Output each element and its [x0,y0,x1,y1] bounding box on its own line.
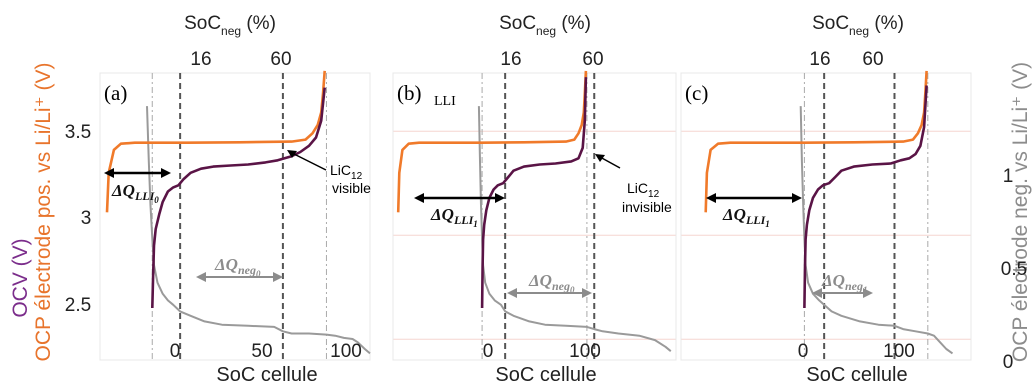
dq-neg-arrow [507,288,592,298]
panel-letter: (c) [685,81,708,105]
right-axis-label: OCP électrode neg. vs Li/Li⁺ (V) [1009,62,1032,362]
dq-lli-arrow [104,168,171,178]
x-axis-label: SoC cellule [806,364,907,386]
top-tick-16: 16 [500,49,521,70]
top-tick-60: 60 [862,49,883,70]
left-tick-2-5: 2.5 [65,295,91,316]
panel-letter: (b) [397,81,422,105]
x-tick-0: 0 [483,341,494,362]
panel-letter: (a) [104,81,127,105]
lic12-label: LiC12 [627,180,660,200]
ocp-positive-curve [105,70,326,213]
lic12-annotation [595,154,621,169]
left-tick-3: 3 [81,208,92,229]
lic12-invisible-label: invisible [622,199,672,215]
cell-ocv-curve [151,87,326,309]
lli-tag: LLI [434,94,456,109]
lic12-annotation [287,150,327,171]
top-axis-label: SoCneg (%) [812,13,904,38]
pink-grid [393,130,676,340]
panel-c: SoCneg (%) 16 60 (c) ΔQLLI1 ΔQneg1 0 100… [680,13,972,386]
panel-a: SoCneg (%) 16 60 (a) ΔQLLI0 ΔQneg0 LiC12… [99,13,371,386]
right-tick-1: 1 [1003,166,1014,187]
x-tick-100: 100 [569,341,601,362]
dq-lli-label: ΔQLLI0 [111,181,159,205]
x-tick-0: 0 [798,341,809,362]
dq-lli-arrow [706,193,802,203]
ocp-positive-curve [704,70,928,213]
top-axis-label: SoCneg (%) [184,13,276,38]
plot-frame [680,72,972,361]
left-tick-3-5: 3.5 [65,122,91,143]
right-tick-0-5: 0.5 [1001,259,1027,280]
x-axis-label: SoC cellule [495,364,596,386]
left-axis-label-ocv: OCV (V) [9,238,32,317]
top-tick-60: 60 [582,49,603,70]
cell-ocv-curve [803,85,928,309]
x-tick-100: 100 [883,341,915,362]
dq-neg-label: ΔQneg1 [821,271,867,295]
plot-area [704,70,954,360]
x-tick-0: 0 [170,341,181,362]
plot-area [105,70,371,360]
dq-neg-arrow [812,288,873,298]
top-tick-16: 16 [190,49,211,70]
cell-ocv-curve [480,77,588,309]
dq-neg-label: ΔQneg0 [214,255,261,279]
dq-lli-label: ΔQLLI1 [722,205,770,229]
right-tick-0: 0 [1003,352,1014,373]
x-axis-label: SoC cellule [216,364,317,386]
x-tick-100: 100 [330,341,362,362]
plot-frame [99,72,371,361]
plot-frame [392,72,677,361]
dq-lli-arrow [414,193,505,203]
dq-lli-label: ΔQLLI1 [430,205,478,229]
lic12-label: LiC12 [330,162,363,182]
left-axis-label-ocp-pos: OCP électrode pos. vs Li/Li⁺ (V) [32,63,55,362]
plot-area [396,70,672,360]
lic12-visible-label: visible [332,180,371,196]
panel-b: SoCneg (%) 16 60 (b) LLI ΔQLLI1 ΔQneg0 L… [392,13,677,386]
top-axis-label: SoCneg (%) [499,13,591,38]
dq-neg-arrow [196,272,283,282]
x-tick-50: 50 [251,341,272,362]
ocp-positive-curve [396,70,588,213]
top-tick-60: 60 [270,49,291,70]
top-tick-16: 16 [809,49,830,70]
dq-neg-label: ΔQneg0 [528,271,575,295]
